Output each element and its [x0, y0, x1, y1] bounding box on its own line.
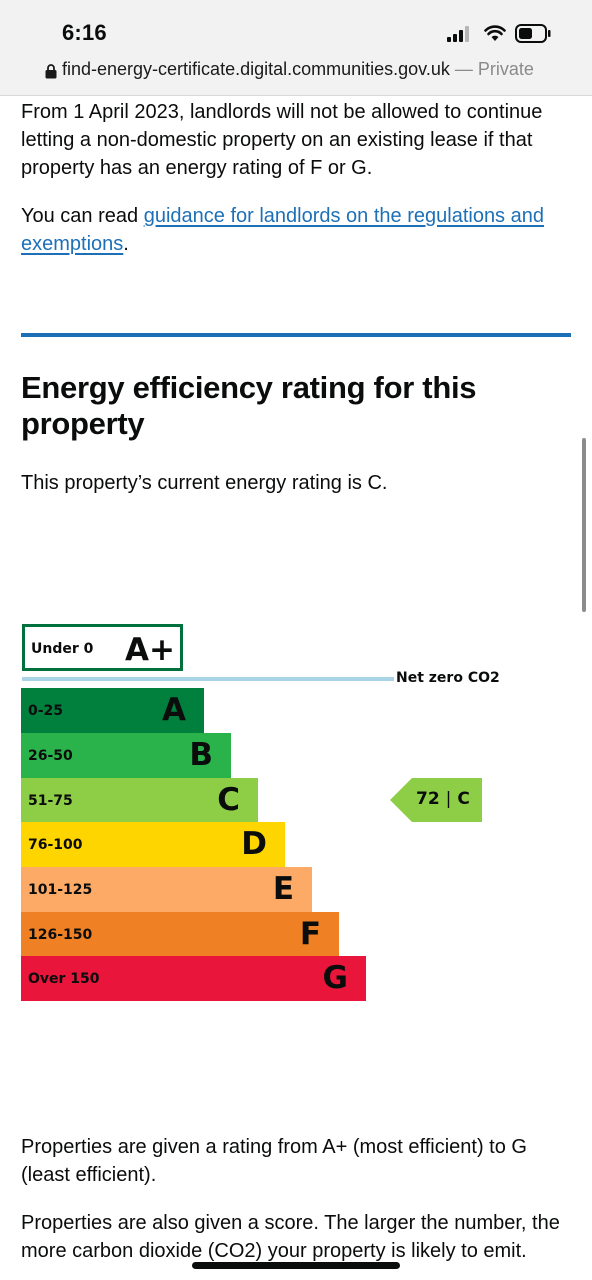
score-explanation: Properties are also given a score. The l…: [21, 1212, 560, 1262]
current-rating-marker: 72 | C: [416, 789, 470, 809]
current-score: 72: [416, 789, 440, 809]
band-range-label: 51-75: [28, 793, 73, 809]
band-range-label: Over 150: [28, 971, 100, 987]
ratings-explanation: Properties are given a rating from A+ (m…: [21, 1136, 527, 1186]
regulation-paragraph: From 1 April 2023, landlords will not be…: [21, 101, 543, 179]
band-letter: E: [272, 871, 294, 907]
guidance-link[interactable]: guidance for landlords on the regulation…: [21, 205, 544, 255]
band-letter: D: [241, 826, 267, 862]
battery-icon: [515, 24, 551, 43]
current-separator: |: [445, 789, 452, 809]
band-letter: G: [322, 960, 348, 996]
band-range-label: 0-25: [28, 703, 64, 719]
band-letter: B: [189, 737, 213, 773]
guidance-suffix: .: [123, 233, 129, 255]
rating-band-c: 51-75 C: [21, 778, 258, 823]
rating-band-b: 26-50 B: [21, 733, 231, 778]
status-time: 6:16: [62, 20, 107, 45]
cellular-signal-icon: [447, 26, 469, 42]
home-indicator[interactable]: [192, 1262, 400, 1269]
band-range-label: Under 0: [31, 641, 94, 657]
guidance-paragraph: You can read guidance for landlords on t…: [21, 202, 571, 258]
band-range-label: 26-50: [28, 748, 73, 764]
section-divider: [21, 333, 571, 337]
url-domain: find-energy-certificate.digital.communit…: [62, 59, 450, 79]
private-label: — Private: [454, 59, 534, 79]
url-text[interactable]: find-energy-certificate.digital.communit…: [62, 59, 534, 80]
band-range-label: 126-150: [28, 927, 93, 943]
guidance-prefix: You can read: [21, 205, 144, 227]
current-rating-arrow: [390, 778, 482, 822]
rating-band-aplus: Under 0 A+: [22, 624, 183, 671]
band-letter: A: [162, 692, 186, 728]
current-letter: C: [457, 789, 470, 809]
page-scrollbar[interactable]: [582, 438, 586, 612]
rating-band-d: 76-100 D: [21, 822, 285, 867]
rating-band-a: 0-25 A: [21, 688, 204, 733]
rating-band-e: 101-125 E: [21, 867, 312, 912]
address-bar[interactable]: [0, 56, 592, 96]
rating-band-g: Over 150 G: [21, 956, 366, 1001]
band-letter: C: [217, 782, 240, 818]
band-range-label: 76-100: [28, 837, 83, 853]
band-letter: F: [299, 916, 321, 952]
band-letter: A+: [125, 632, 175, 668]
rating-band-f: 126-150 F: [21, 912, 339, 957]
section-heading: Energy efficiency rating for this proper…: [21, 370, 477, 441]
net-zero-line: [22, 677, 394, 681]
lock-icon: [45, 64, 57, 79]
wifi-icon: [484, 25, 506, 41]
net-zero-label: Net zero CO2: [396, 670, 500, 686]
status-bar: [0, 0, 592, 56]
band-range-label: 101-125: [28, 882, 93, 898]
current-rating-text: This property’s current energy rating is…: [21, 472, 388, 494]
